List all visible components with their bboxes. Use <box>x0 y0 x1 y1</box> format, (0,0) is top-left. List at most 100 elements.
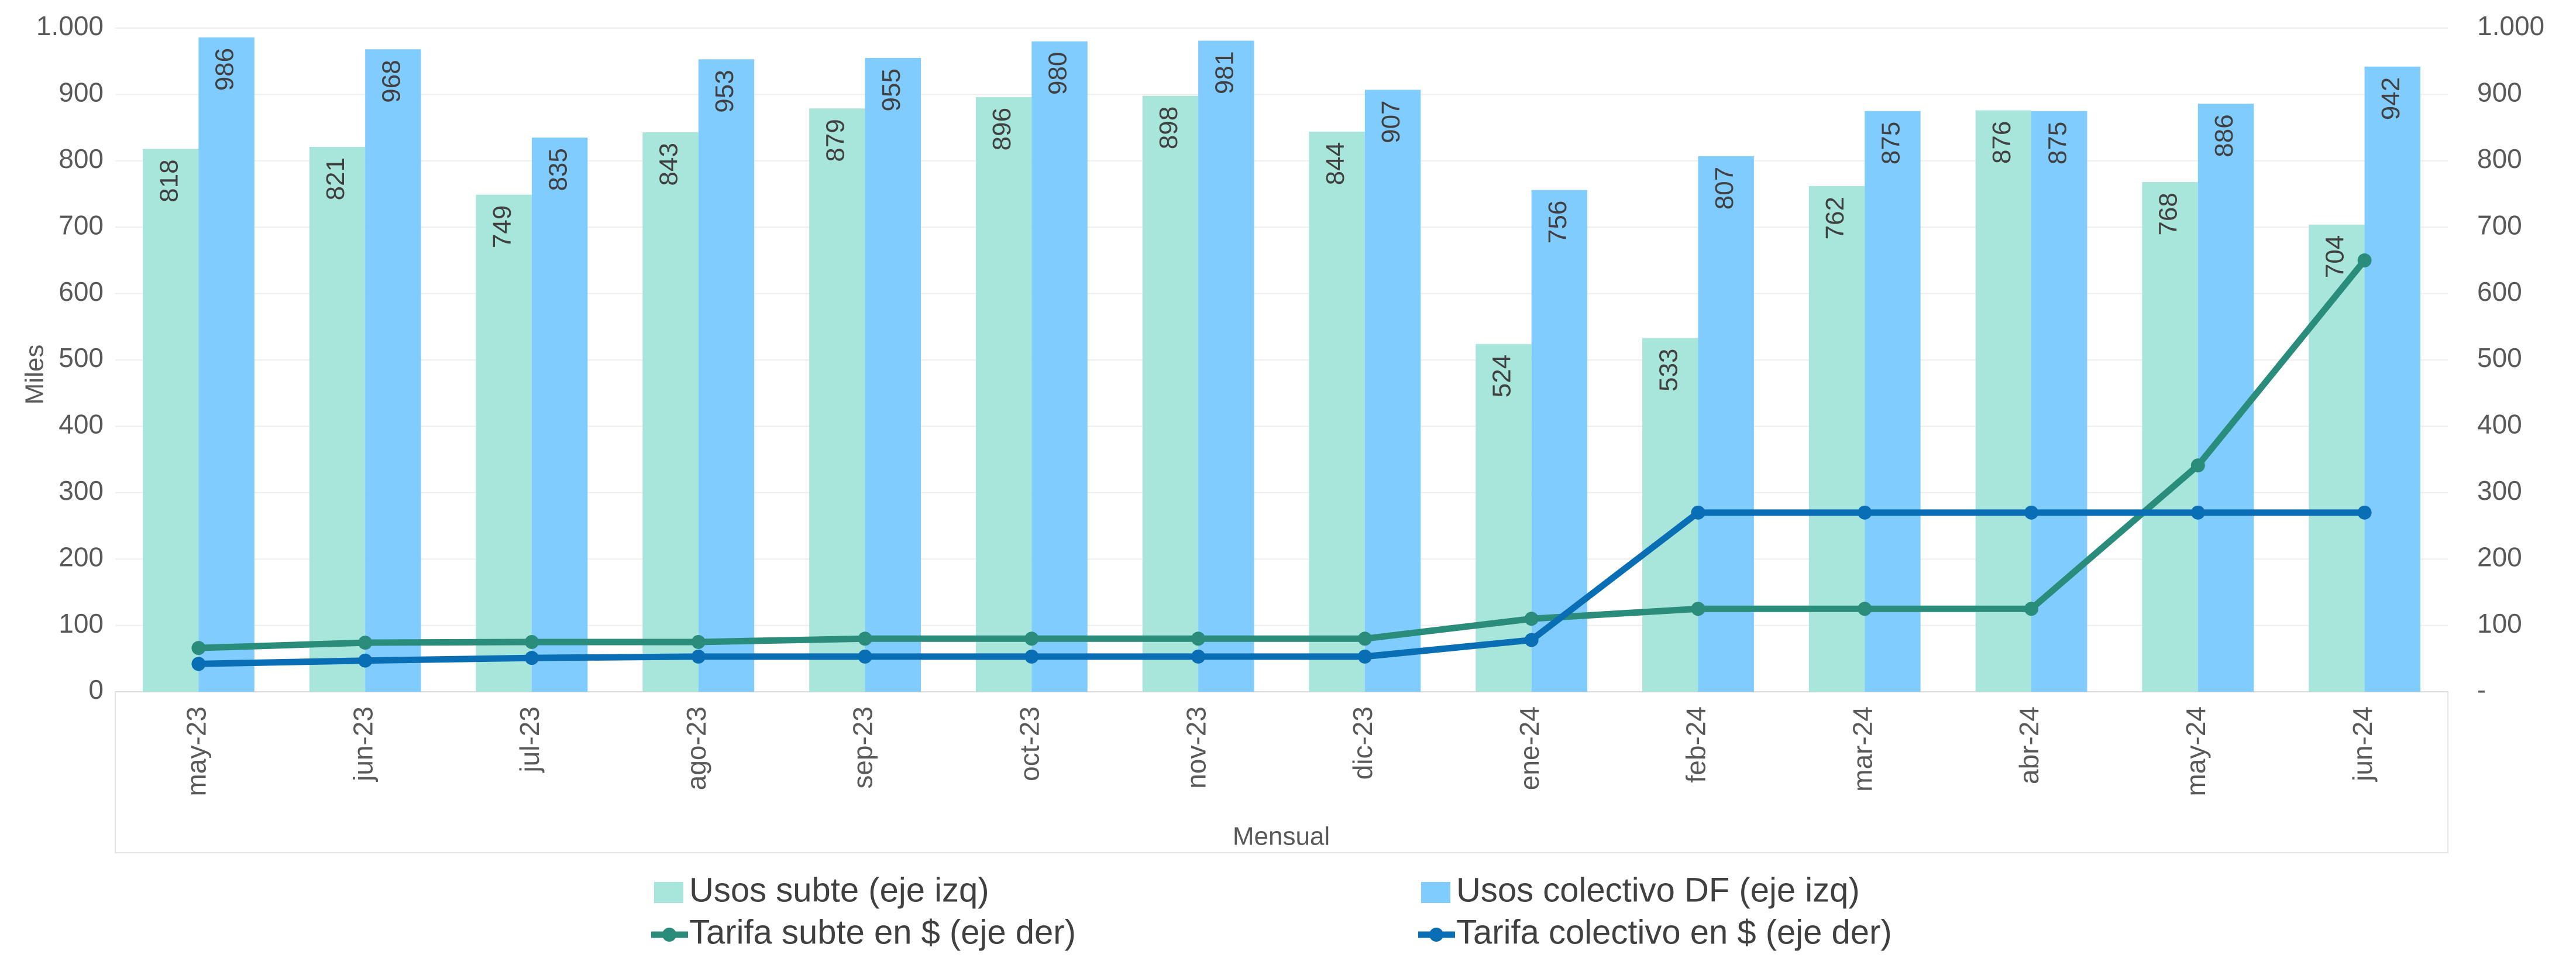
line-marker <box>1024 649 1039 664</box>
data-label: 955 <box>877 68 906 111</box>
x-tick-label: jul-23 <box>514 706 545 774</box>
line-marker <box>1357 631 1372 646</box>
x-tick-label: jun-23 <box>348 706 378 782</box>
bar <box>1808 186 1865 692</box>
bar <box>1865 111 1921 692</box>
line <box>198 258 2367 651</box>
y2-tick-label: 500 <box>2477 342 2522 373</box>
data-label: 896 <box>988 108 1016 150</box>
bar <box>2197 104 2254 692</box>
data-label: 844 <box>1321 142 1350 185</box>
y-tick-label: 0 <box>88 674 104 705</box>
data-label: 762 <box>1821 197 1849 239</box>
bar <box>1975 110 2032 692</box>
bar <box>198 37 254 692</box>
data-label: 898 <box>1154 107 1183 149</box>
x-tick-label: nov-23 <box>1181 706 1211 789</box>
y-tick-label: 500 <box>59 342 104 373</box>
y2-tick-label: 300 <box>2477 475 2522 506</box>
line-marker <box>1691 505 1705 520</box>
line-marker <box>858 649 872 664</box>
x-tick-label: may-24 <box>2181 706 2211 796</box>
data-label: 524 <box>1488 355 1516 397</box>
legend-swatch <box>1421 882 1450 903</box>
line-marker <box>2024 602 2039 616</box>
data-label: 879 <box>821 119 850 162</box>
x-tick-label: feb-24 <box>1681 706 1711 782</box>
bar <box>809 108 865 692</box>
data-label: 843 <box>655 143 683 186</box>
line-marker <box>524 634 539 649</box>
y-tick-label: 1.000 <box>36 11 104 41</box>
line-marker <box>191 641 206 655</box>
bar <box>1031 41 1088 692</box>
bar <box>365 49 421 692</box>
bar <box>1698 156 1754 692</box>
line-marker <box>2190 458 2205 473</box>
data-label: 980 <box>1044 52 1072 95</box>
bar <box>142 149 199 692</box>
line-marker <box>524 651 539 665</box>
legend-label: Usos colectivo DF (eje izq) <box>1456 871 1860 909</box>
bar <box>642 132 699 692</box>
bar <box>2142 182 2198 692</box>
x-tick-label: abr-24 <box>2014 706 2044 784</box>
bar <box>975 97 1032 692</box>
x-tick-label: mar-24 <box>1847 706 1877 792</box>
bar <box>531 138 588 692</box>
data-label: 986 <box>211 48 239 91</box>
data-label: 533 <box>1654 349 1683 392</box>
line-marker <box>1024 631 1039 646</box>
x-axis-label: Mensual <box>1233 822 1330 851</box>
legend-swatch <box>662 928 676 942</box>
line-marker <box>1858 505 1872 520</box>
x-tick-label: may-23 <box>181 706 212 796</box>
y-tick-label: 200 <box>59 541 104 572</box>
bar <box>2031 111 2087 692</box>
bar <box>1476 344 1532 692</box>
data-label: 768 <box>2154 193 2183 235</box>
line-marker <box>1858 602 1872 616</box>
line-marker <box>691 649 706 664</box>
data-label: 953 <box>710 70 739 112</box>
data-label: 875 <box>2043 122 2072 164</box>
y2-tick-label: 400 <box>2477 409 2522 440</box>
legend-label: Tarifa colectivo en $ (eje der) <box>1456 913 1892 951</box>
line-marker <box>2024 505 2039 520</box>
line-marker <box>2357 253 2372 267</box>
bar <box>698 59 755 692</box>
y2-tick-label: 600 <box>2477 276 2522 307</box>
data-label: 821 <box>321 157 350 200</box>
line-marker <box>1191 649 1206 664</box>
bar <box>2309 224 2365 692</box>
line-marker <box>191 657 206 671</box>
y-tick-label: 300 <box>59 475 104 506</box>
y-tick-label: 600 <box>59 276 104 307</box>
y2-tick-label: 1.000 <box>2477 11 2544 41</box>
y-tick-label: 400 <box>59 409 104 440</box>
bar <box>309 146 366 692</box>
data-label: 756 <box>1543 201 1572 243</box>
data-label: 807 <box>1710 167 1739 210</box>
data-label: 704 <box>2321 235 2350 278</box>
x-tick-label: dic-23 <box>1347 706 1378 780</box>
line-marker <box>1524 633 1539 647</box>
line-marker <box>358 653 373 668</box>
line-marker <box>691 634 706 649</box>
data-label: 942 <box>2376 77 2405 120</box>
data-label: 886 <box>2210 114 2238 157</box>
line-marker <box>1524 612 1539 626</box>
y2-tick-label: 700 <box>2477 210 2522 240</box>
bar <box>2364 66 2421 692</box>
data-label: 875 <box>1877 122 1906 164</box>
line-marker <box>858 631 872 646</box>
legend-label: Usos subte (eje izq) <box>689 871 989 909</box>
x-tick-label: oct-23 <box>1014 706 1044 781</box>
legend-swatch <box>654 882 683 903</box>
bar <box>865 58 921 692</box>
legend-label: Tarifa subte en $ (eje der) <box>689 913 1076 951</box>
bar <box>1309 131 1365 692</box>
line-marker <box>1357 649 1372 664</box>
y2-tick-label: - <box>2477 674 2486 705</box>
